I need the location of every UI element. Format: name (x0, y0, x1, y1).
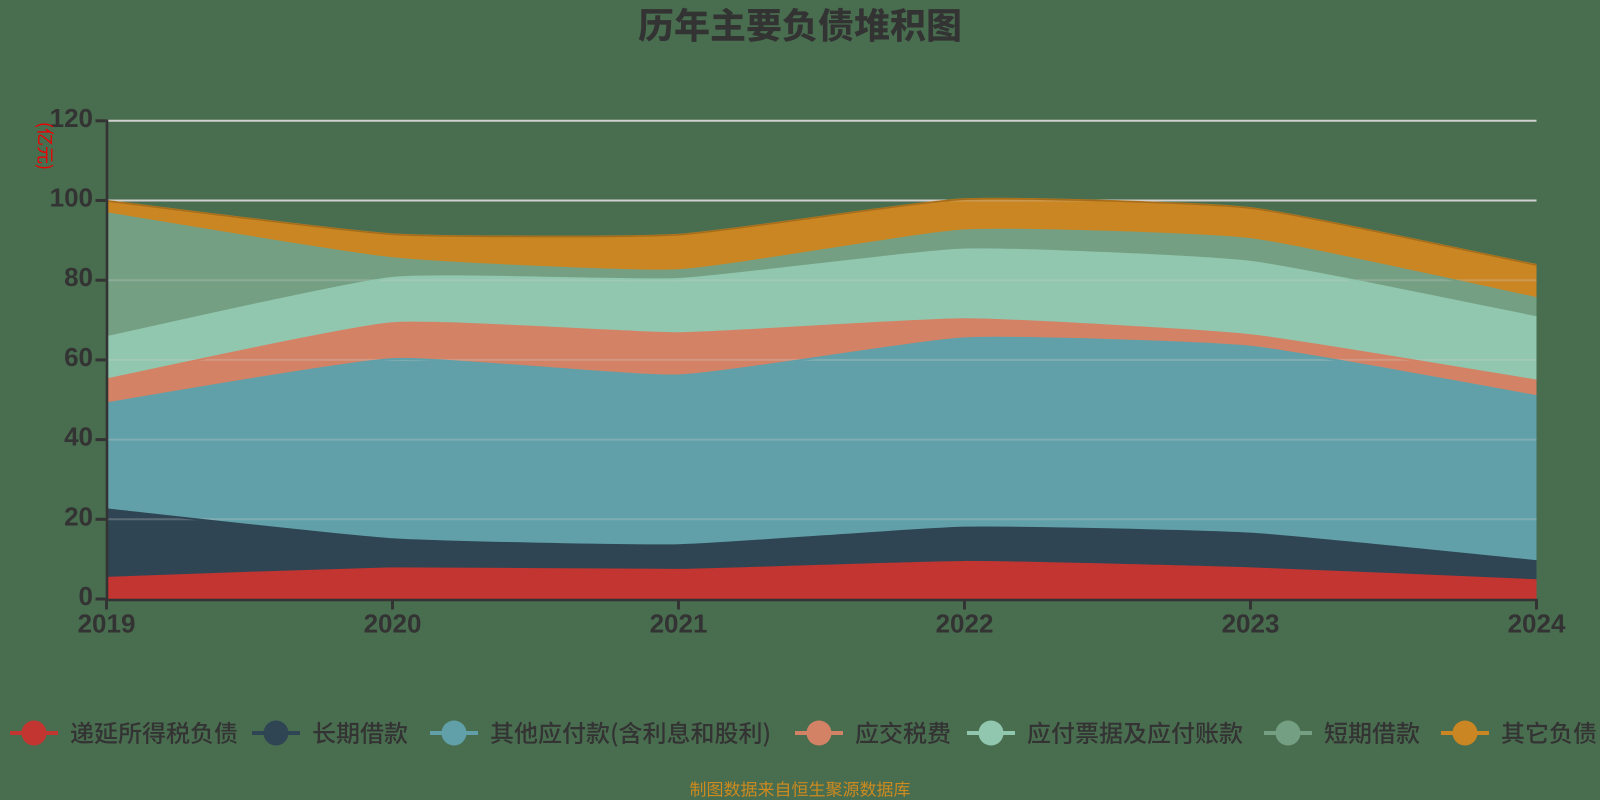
svg-text:2020: 2020 (364, 609, 422, 639)
svg-text:100: 100 (50, 183, 93, 213)
svg-text:2019: 2019 (78, 609, 136, 639)
svg-text:20: 20 (64, 501, 93, 531)
svg-text:2022: 2022 (936, 609, 994, 639)
svg-text:60: 60 (64, 342, 93, 372)
svg-text:120: 120 (50, 103, 93, 133)
svg-text:2023: 2023 (1222, 609, 1280, 639)
svg-text:40: 40 (64, 422, 93, 452)
svg-text:0: 0 (79, 581, 93, 611)
svg-text:2021: 2021 (650, 609, 708, 639)
svg-text:80: 80 (64, 262, 93, 292)
svg-text:2024: 2024 (1508, 609, 1566, 639)
